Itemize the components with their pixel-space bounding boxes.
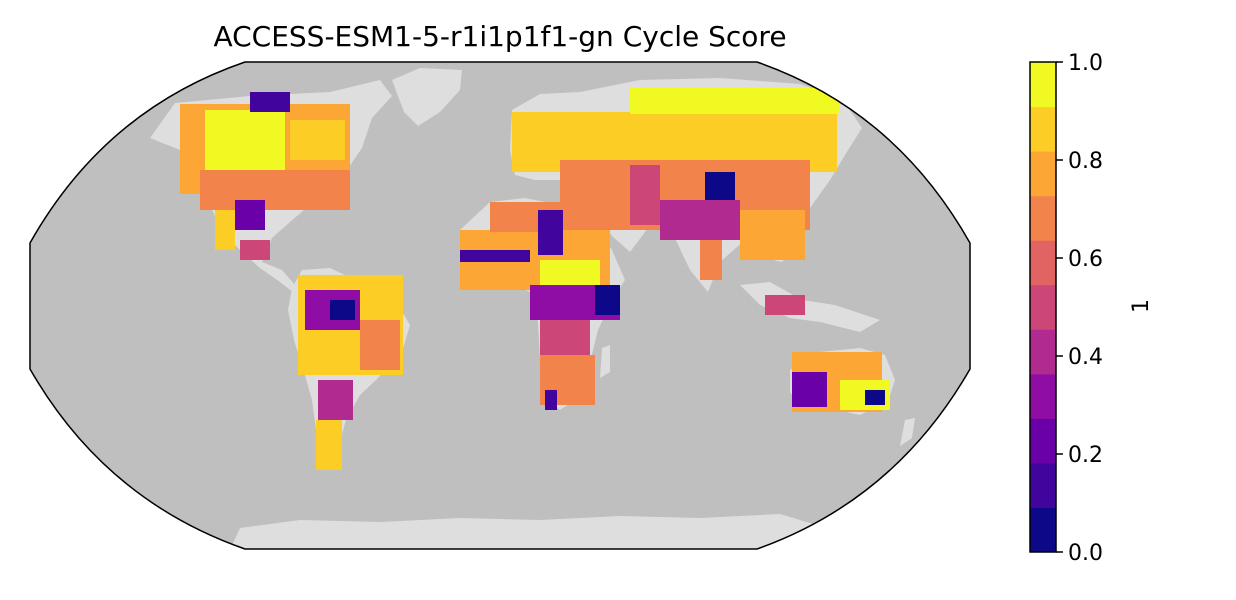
score-cell [740,210,805,260]
colorbar-tick-label: 0.4 [1068,345,1103,370]
colorbar-segment [1030,240,1056,286]
score-raster [180,88,890,470]
score-cell [660,200,740,240]
colorbar-segment [1030,106,1056,152]
colorbar-segment [1030,462,1056,508]
score-cell [330,300,355,320]
score-cell [318,380,353,420]
colorbar-segment [1030,62,1056,108]
score-cell [595,285,620,315]
score-cell [630,88,840,114]
score-cell [792,372,827,407]
score-cell [235,200,265,230]
colorbar-tick-label: 0.2 [1068,443,1103,468]
score-cell [460,250,530,262]
colorbar-tick-label: 0.6 [1068,247,1103,272]
map-outline [29,61,971,550]
score-cell [215,210,235,250]
colorbar-tick-label: 0.0 [1068,541,1103,566]
score-cell [290,120,345,160]
score-cell [316,420,342,470]
colorbar-frame [1029,61,1057,553]
score-cell [240,240,270,260]
score-cell [765,295,805,315]
land-madagascar [600,345,610,378]
colorbar-ticks: 0.0 0.2 0.4 0.6 0.8 1.0 [1056,51,1103,566]
land-antarctica [230,514,820,549]
score-cell [700,240,722,280]
colorbar-segment [1030,329,1056,375]
map-title: ACCESS-ESM1-5-r1i1p1f1-gn Cycle Score [213,20,786,53]
colorbar-segment [1030,373,1056,419]
land-new-zealand [900,418,915,446]
colorbar-segment [1030,418,1056,464]
colorbar-label: 1 [1129,299,1154,313]
score-cell [545,390,557,410]
land-greenland [392,68,462,126]
colorbar-tick-label: 0.8 [1068,149,1103,174]
score-cell [540,260,600,285]
score-cell [250,92,290,112]
colorbar-segment [1030,507,1056,553]
score-cell [360,320,400,370]
score-cell [540,320,590,360]
score-cell [705,172,735,200]
colorbar-segment [1030,195,1056,241]
landmasses [150,68,915,549]
colorbar-segment [1030,151,1056,197]
score-cell [865,390,885,405]
colorbar [1029,61,1057,553]
score-cell [538,210,563,255]
colorbar-tick-label: 1.0 [1068,51,1103,76]
colorbar-segment [1030,284,1056,330]
land-southeast-asia [740,282,880,332]
score-cell [205,110,285,170]
score-cell [200,170,350,210]
score-cell [630,165,660,225]
